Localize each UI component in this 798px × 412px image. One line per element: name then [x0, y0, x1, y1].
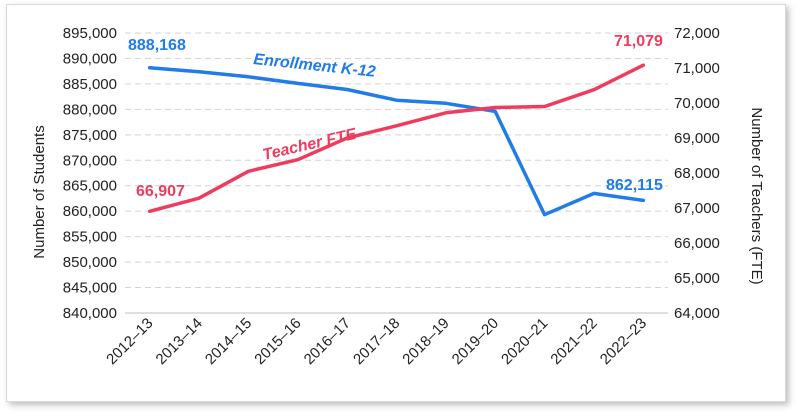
chart-frame — [6, 4, 786, 402]
teacher-series-label: Teacher FTE — [261, 126, 359, 164]
left-axis-ticks: 840,000 845,000 850,000 855,000 860,000 865,0… — [63, 25, 117, 322]
left-tick-label: 890,000 — [63, 50, 117, 67]
x-tick-label: 2016–17 — [301, 315, 354, 368]
x-tick-label: 2012–13 — [103, 315, 156, 368]
x-tick-label: 2020–21 — [498, 315, 551, 368]
enrollment-line — [147, 66, 646, 217]
right-tick-label: 71,000 — [674, 60, 720, 77]
left-tick-label: 845,000 — [63, 280, 117, 297]
right-tick-label: 67,000 — [674, 200, 720, 217]
left-tick-label: 850,000 — [63, 254, 117, 271]
x-tick-label: 2013–14 — [153, 315, 206, 368]
x-tick-label: 2017–18 — [350, 315, 403, 368]
right-axis-title: Number of Teachers (FTE) — [748, 107, 765, 284]
enrollment-end-label: 862,115 — [606, 177, 663, 194]
left-tick-label: 865,000 — [63, 178, 117, 195]
teacher-start-label: 66,907 — [136, 183, 185, 200]
right-tick-label: 70,000 — [674, 95, 720, 112]
right-tick-label: 72,000 — [674, 25, 720, 42]
x-tick-label: 2015–16 — [251, 315, 304, 368]
right-tick-label: 69,000 — [674, 130, 720, 147]
series-lines — [147, 63, 646, 217]
gridlines — [125, 32, 668, 314]
right-tick-label: 64,000 — [674, 305, 720, 322]
left-tick-label: 895,000 — [63, 25, 117, 42]
left-tick-label: 860,000 — [63, 203, 117, 220]
enrollment-series-label: Enrollment K-12 — [253, 51, 377, 81]
right-axis-ticks: 64,000 65,000 66,000 67,000 68,000 69,000 70,0… — [674, 25, 720, 322]
enrollment-start-label: 888,168 — [128, 37, 186, 54]
x-axis-ticks: 2012–132013–142014–152015–162016–172017–… — [103, 315, 650, 368]
left-tick-label: 875,000 — [63, 127, 117, 144]
teacher-end-label: 71,079 — [614, 33, 663, 50]
left-tick-label: 840,000 — [63, 305, 117, 322]
left-tick-label: 870,000 — [63, 152, 117, 169]
left-axis-title: Number of Students — [31, 125, 48, 258]
x-tick-label: 2021–22 — [547, 315, 600, 368]
left-tick-label: 880,000 — [63, 101, 117, 118]
right-tick-label: 68,000 — [674, 165, 720, 182]
x-tick-label: 2018–19 — [399, 315, 452, 368]
left-tick-label: 855,000 — [63, 229, 117, 246]
teacher-fte-line — [147, 63, 646, 214]
x-tick-label: 2019–20 — [449, 315, 502, 368]
x-tick-label: 2014–15 — [202, 315, 255, 368]
x-tick-label: 2022–23 — [597, 315, 650, 368]
right-tick-label: 65,000 — [674, 270, 720, 287]
right-tick-label: 66,000 — [674, 235, 720, 252]
left-tick-label: 885,000 — [63, 76, 117, 93]
